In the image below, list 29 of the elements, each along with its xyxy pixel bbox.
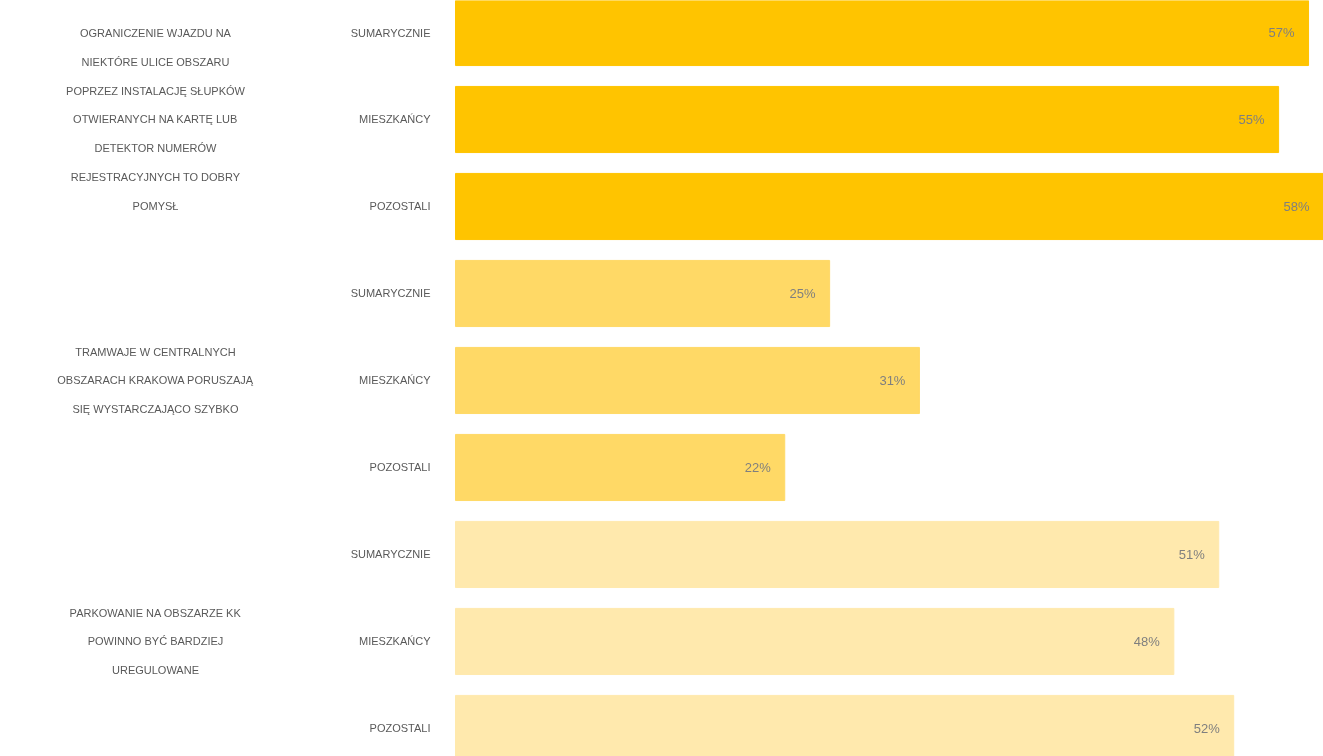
y-tick-label: POZOSTALI: [369, 461, 431, 474]
bar: [455, 346, 920, 415]
bar: [455, 0, 1310, 67]
y-tick-label: MIESZKAŃCY: [358, 635, 432, 648]
data-label: 25%: [789, 285, 817, 301]
bar: [455, 259, 831, 328]
y-tick-label: POZOSTALI: [369, 200, 431, 213]
bar: [455, 85, 1280, 154]
y-tick-label: MIESZKAŃCY: [358, 374, 432, 387]
data-label: 55%: [1238, 112, 1266, 127]
data-label: 48%: [1133, 633, 1161, 649]
y-tick-label: MIESZKAŃCY: [358, 113, 432, 126]
y-tick-label: SUMARYCZNIE: [350, 287, 431, 300]
data-label: 57%: [1268, 25, 1295, 40]
y-tick-label: POZOSTALI: [369, 722, 431, 735]
bar: [455, 172, 1323, 241]
data-label: 51%: [1178, 546, 1206, 562]
bar: [455, 520, 1220, 589]
data-label: 31%: [879, 372, 906, 388]
bar: [455, 433, 786, 502]
text: TRAMWAJE W CENTRALNYCH OBSZARACH KRAKOWA PORUSZAJĄ SIĘ WYSTARCZAJĄCO SZYBKO: [57, 345, 254, 416]
text: OGRANICZENIE WJAZDU NA NIEKTÓRE ULICE OBSZARU POPRZEZ INSTALACJĘ SŁUPKÓW OTWIERANYCH NA KARTĘ LUB DETEKTOR NUMERÓW REJESTRACYJNYCH TO DOBRY POMYSŁ: [66, 27, 245, 212]
data-label: 22%: [744, 459, 772, 475]
data-label: 52%: [1193, 720, 1221, 736]
bar: [455, 607, 1175, 676]
y-tick-label: SUMARYCZNIE: [350, 26, 431, 39]
y-tick-label: SUMARYCZNIE: [350, 548, 431, 561]
data-label: 58%: [1283, 198, 1310, 214]
text: PARKOWANIE NA OBSZARZE KK POWINNO BYĆ BARDZIEJ UREGULOWANE: [69, 606, 241, 677]
